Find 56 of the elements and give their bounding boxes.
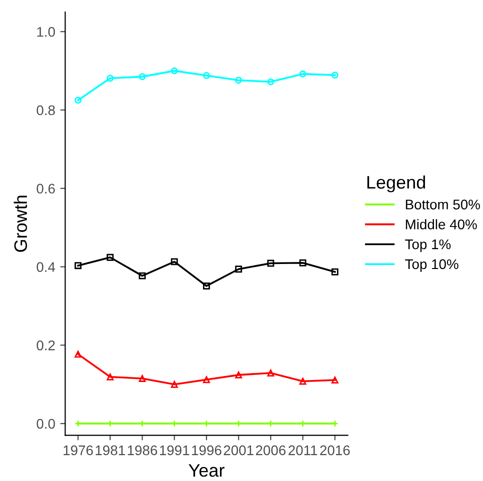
point	[267, 420, 274, 428]
point	[235, 266, 242, 273]
point	[203, 376, 210, 384]
point	[170, 258, 178, 266]
legend-title: Legend	[367, 175, 425, 192]
x-tick-label: 2011	[288, 445, 318, 456]
point	[235, 371, 242, 378]
point	[138, 375, 146, 382]
x-tick-label: 1991	[160, 445, 190, 456]
point	[331, 72, 338, 79]
point	[299, 259, 306, 266]
point	[106, 373, 114, 380]
point	[106, 74, 114, 82]
x-tick-label: 1996	[192, 445, 222, 456]
legend-label: Top 1%	[405, 239, 451, 252]
x-tick-label: 1976	[64, 445, 93, 456]
point	[331, 376, 338, 384]
point	[203, 282, 210, 290]
point	[235, 76, 242, 84]
point	[331, 268, 338, 276]
point	[203, 420, 210, 428]
point	[170, 380, 178, 388]
point	[138, 272, 146, 280]
point	[299, 420, 306, 428]
point	[267, 260, 274, 267]
point	[106, 420, 114, 428]
point	[299, 70, 306, 78]
point	[203, 72, 210, 79]
point	[267, 78, 274, 86]
point	[170, 420, 178, 428]
point	[74, 96, 82, 104]
point	[106, 254, 114, 261]
x-tick-label: 2006	[256, 445, 286, 456]
y-tick-label: 1.0	[37, 26, 55, 37]
legend-label: Bottom 50%	[406, 200, 480, 210]
y-tick-label: 0.0	[36, 418, 55, 429]
y-tick-label: 0.2	[36, 340, 55, 350]
point	[74, 262, 82, 270]
y-tick-label: 0.8	[36, 105, 55, 116]
legend-label: Middle 40%	[406, 219, 477, 230]
x-tick-label: 1986	[128, 445, 158, 456]
point	[138, 420, 146, 428]
y-tick-label: 0.6	[36, 184, 55, 194]
point	[235, 420, 242, 428]
x-tick-label: 2016	[320, 445, 350, 456]
point	[170, 67, 178, 74]
point	[74, 350, 82, 358]
x-tick-label: 2001	[224, 445, 254, 456]
y-tick-label: 0.4	[36, 262, 56, 272]
point	[138, 73, 146, 80]
x-tick-label: 1981	[96, 445, 125, 456]
legend-label: Top 10%	[405, 259, 458, 272]
point	[299, 378, 306, 385]
x-axis-title: Year	[188, 464, 224, 477]
y-axis-title: Growth	[14, 196, 28, 252]
point	[267, 370, 274, 376]
